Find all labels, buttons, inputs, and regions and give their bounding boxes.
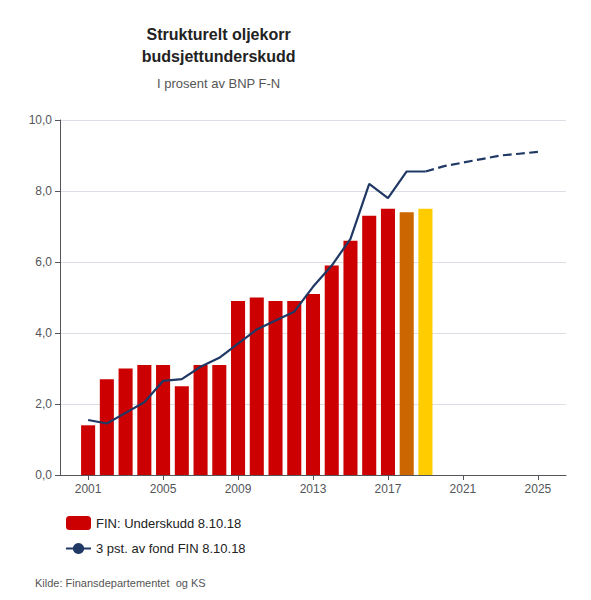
svg-text:Kilde: Finansdepartementet og: Kilde: Finansdepartementet og KS <box>35 577 206 589</box>
svg-text:2021: 2021 <box>450 482 477 496</box>
svg-text:2017: 2017 <box>375 482 402 496</box>
svg-text:6,0: 6,0 <box>35 255 52 269</box>
svg-text:2013: 2013 <box>300 482 327 496</box>
svg-text:3 pst. av fond FIN 8.10.18: 3 pst. av fond FIN 8.10.18 <box>96 541 246 556</box>
svg-text:2025: 2025 <box>525 482 552 496</box>
svg-text:0,0: 0,0 <box>35 468 52 482</box>
svg-text:2,0: 2,0 <box>35 397 52 411</box>
svg-text:I prosent av BNP F-N: I prosent av BNP F-N <box>157 76 280 91</box>
svg-text:2001: 2001 <box>75 482 102 496</box>
svg-text:Strukturelt oljekorr: Strukturelt oljekorr <box>147 26 291 43</box>
svg-text:2009: 2009 <box>225 482 252 496</box>
svg-text:budsjettunderskudd: budsjettunderskudd <box>142 48 296 65</box>
svg-text:FIN: Underskudd 8.10.18: FIN: Underskudd 8.10.18 <box>96 516 241 531</box>
svg-text:4,0: 4,0 <box>35 326 52 340</box>
svg-text:10,0: 10,0 <box>29 113 53 127</box>
svg-text:8,0: 8,0 <box>35 184 52 198</box>
svg-text:2005: 2005 <box>150 482 177 496</box>
